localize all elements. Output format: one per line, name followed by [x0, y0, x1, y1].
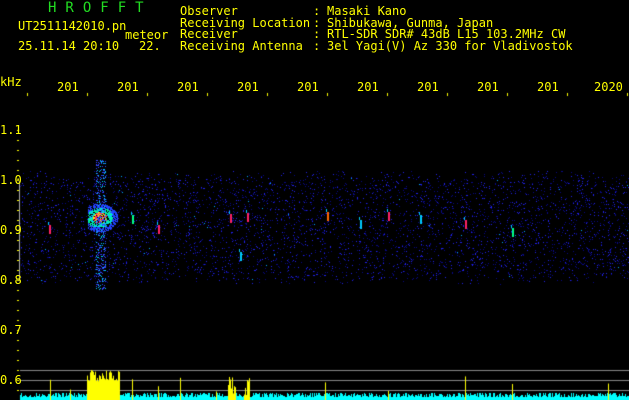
info-label: Receiving Location: [180, 15, 311, 30]
y-tick-label: 1.0: [0, 173, 22, 187]
info-label: Receiver: [180, 27, 238, 41]
y-tick-label: 0.9: [0, 223, 22, 237]
info-colon: :: [313, 27, 321, 41]
info-label: Observer: [180, 4, 238, 18]
counter: 22.: [139, 39, 161, 53]
info-colon: :: [313, 38, 321, 53]
y-tick-label: 0.8: [0, 273, 22, 287]
x-tick-label: 2015: [297, 80, 318, 94]
y-unit: kHz: [0, 75, 22, 89]
info-value: Masaki Kano: [327, 4, 407, 18]
info-value: 3el Yagi(V) Az 330 for Vladivostok: [327, 38, 573, 53]
x-tick-label: 2017: [417, 80, 438, 94]
y-tick-label: 0.6: [0, 373, 22, 387]
x-tick-label: 2016: [357, 80, 378, 94]
app-title: HROFFT: [48, 0, 153, 16]
info-colon: :: [313, 4, 321, 18]
mode-label: meteor: [125, 28, 169, 42]
info-colon: :: [313, 15, 321, 30]
x-tick-label: 2019: [537, 80, 558, 94]
x-tick-label: 2014: [237, 80, 258, 94]
y-tick-label: 1.1: [0, 123, 22, 137]
x-tick-label: 2020: [594, 80, 623, 94]
y-tick-label: 0.7: [0, 323, 22, 337]
info-value: RTL-SDR SDR# 43dB L15 103.2MHz CW: [327, 27, 566, 41]
x-tick-label: 2018: [477, 80, 498, 94]
filename: UT2511142010.pn: [18, 19, 127, 33]
datetime: 25.11.14 20:10: [18, 39, 120, 53]
x-tick-label: 2011: [57, 80, 78, 94]
x-tick-label: 2013: [177, 80, 198, 94]
info-label: Receiving Antenna: [180, 38, 303, 53]
info-value: Shibukawa, Gunma, Japan: [327, 15, 494, 30]
